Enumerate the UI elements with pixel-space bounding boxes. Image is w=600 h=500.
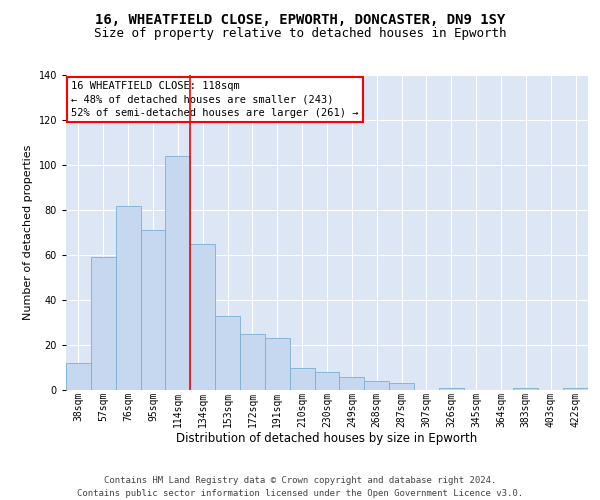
Text: 16 WHEATFIELD CLOSE: 118sqm
← 48% of detached houses are smaller (243)
52% of se: 16 WHEATFIELD CLOSE: 118sqm ← 48% of det… [71, 82, 359, 118]
Bar [215, 316, 240, 390]
Bar [116, 206, 140, 390]
Y-axis label: Number of detached properties: Number of detached properties [23, 145, 33, 320]
Bar [66, 363, 91, 390]
Bar [439, 388, 464, 390]
Text: Contains HM Land Registry data © Crown copyright and database right 2024.
Contai: Contains HM Land Registry data © Crown c… [77, 476, 523, 498]
Text: Size of property relative to detached houses in Epworth: Size of property relative to detached ho… [94, 28, 506, 40]
Bar [389, 383, 414, 390]
Bar [514, 388, 538, 390]
Bar [190, 244, 215, 390]
X-axis label: Distribution of detached houses by size in Epworth: Distribution of detached houses by size … [176, 432, 478, 445]
Bar [314, 372, 340, 390]
Bar [364, 381, 389, 390]
Bar [166, 156, 190, 390]
Bar [91, 257, 116, 390]
Bar [265, 338, 290, 390]
Bar [140, 230, 166, 390]
Text: 16, WHEATFIELD CLOSE, EPWORTH, DONCASTER, DN9 1SY: 16, WHEATFIELD CLOSE, EPWORTH, DONCASTER… [95, 12, 505, 26]
Bar [563, 388, 588, 390]
Bar [240, 334, 265, 390]
Bar [340, 376, 364, 390]
Bar [290, 368, 314, 390]
